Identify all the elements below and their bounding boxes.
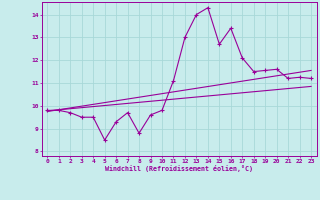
X-axis label: Windchill (Refroidissement éolien,°C): Windchill (Refroidissement éolien,°C) — [105, 165, 253, 172]
